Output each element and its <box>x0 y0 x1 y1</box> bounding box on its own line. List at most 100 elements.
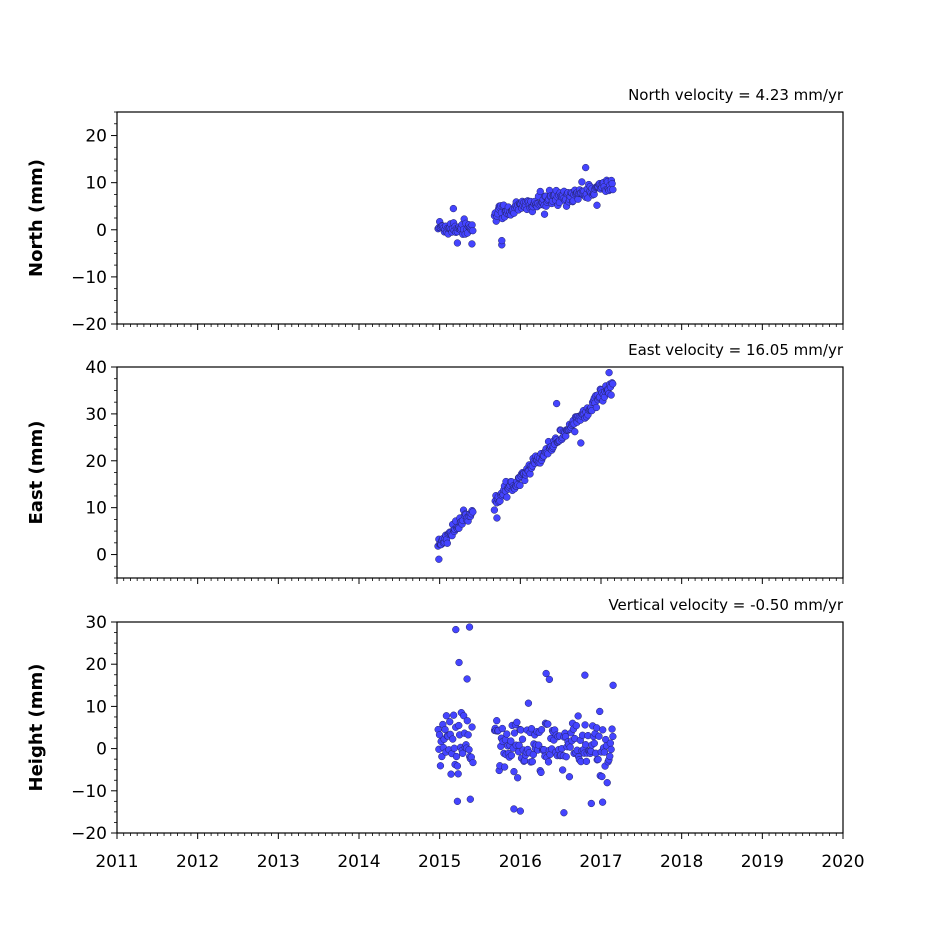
data-point <box>599 726 607 734</box>
data-point <box>469 227 477 235</box>
data-point <box>503 730 511 738</box>
data-point <box>466 795 474 803</box>
data-point <box>593 201 601 209</box>
y-tick-label: 20 <box>85 452 107 472</box>
data-point <box>452 752 461 761</box>
data-point <box>490 506 499 514</box>
data-point <box>465 746 473 754</box>
data-point <box>493 717 501 725</box>
data-point <box>463 675 471 683</box>
y-axis-label: North (mm) <box>26 159 47 277</box>
x-tick-label: 2013 <box>257 852 300 872</box>
x-tick-label: 2016 <box>499 852 542 872</box>
y-axis-label: East (mm) <box>26 421 47 525</box>
x-tick-label: 2011 <box>95 852 138 872</box>
y-axis-label: Height (mm) <box>26 664 47 792</box>
data-point <box>517 726 525 734</box>
data-point <box>578 178 586 186</box>
data-point <box>608 180 616 188</box>
data-point <box>571 428 579 436</box>
data-point <box>544 758 553 766</box>
x-tick-label: 2015 <box>418 852 461 872</box>
data-point <box>552 399 561 408</box>
data-point <box>513 774 522 782</box>
data-point <box>455 721 463 730</box>
data-point <box>436 762 445 770</box>
data-point <box>598 772 606 781</box>
data-point <box>518 735 527 743</box>
data-points <box>434 368 617 563</box>
data-point <box>450 744 458 752</box>
data-point <box>493 514 501 522</box>
y-tick-label: 0 <box>96 740 107 760</box>
data-point <box>453 762 462 770</box>
panel-1: −20 −10 0 10 20 North velocity = 4.23 mm/yr No… <box>26 86 844 335</box>
data-point <box>600 748 609 756</box>
data-point <box>510 805 518 813</box>
data-point <box>581 721 589 729</box>
data-point <box>446 718 454 726</box>
data-point <box>468 240 476 248</box>
data-point <box>507 737 515 745</box>
x-tick-label: 2012 <box>176 852 219 872</box>
data-point <box>587 799 595 808</box>
axes-frame <box>116 366 844 579</box>
data-point <box>516 807 524 815</box>
data-point <box>609 681 617 689</box>
data-point <box>464 731 472 739</box>
data-point <box>449 735 457 743</box>
data-point <box>592 403 601 412</box>
data-point <box>608 725 616 733</box>
data-point <box>581 671 589 679</box>
data-point <box>460 712 468 720</box>
x-tick-label: 2020 <box>821 852 864 872</box>
data-point <box>545 675 554 684</box>
data-point <box>572 722 580 730</box>
data-point <box>594 755 602 764</box>
data-point <box>449 204 458 213</box>
data-point <box>469 758 477 767</box>
data-point <box>510 729 519 737</box>
data-point <box>566 743 574 751</box>
data-point <box>603 779 611 787</box>
y-tick-label: 20 <box>85 127 107 147</box>
y-tick-label: 10 <box>85 174 107 194</box>
data-point <box>524 699 533 707</box>
panel-3: 2011 2012 2013 2014 2015 2016 2017 2018 2019 2020… <box>26 596 865 872</box>
data-point <box>540 210 549 218</box>
data-point <box>500 763 509 771</box>
y-tick-label: −20 <box>71 824 107 844</box>
y-tick-label: −20 <box>71 315 107 335</box>
data-point <box>498 724 506 733</box>
panel-title: North velocity = 4.23 mm/yr <box>628 86 844 104</box>
data-point <box>607 745 615 754</box>
data-point <box>582 163 590 172</box>
axes-frame <box>116 621 844 834</box>
data-point <box>537 726 546 734</box>
data-point <box>606 739 615 747</box>
panel-2: 0 10 20 30 40 East velocity = 16.05 mm/yr East… <box>26 341 844 584</box>
y-tick-label: 10 <box>85 499 107 519</box>
data-point <box>528 757 536 766</box>
data-point <box>559 766 567 774</box>
data-point <box>447 770 455 778</box>
x-tick-label: 2019 <box>741 852 784 872</box>
x-tick-label: 2014 <box>337 852 380 872</box>
data-point <box>442 712 451 720</box>
axes-frame <box>116 111 844 325</box>
data-point <box>560 809 568 817</box>
data-point <box>590 739 598 747</box>
data-point <box>609 185 617 194</box>
data-point <box>510 767 518 776</box>
data-point <box>455 658 463 667</box>
data-point <box>450 711 458 719</box>
y-tick-label: −10 <box>71 782 107 802</box>
data-point <box>498 236 506 245</box>
data-point <box>454 770 462 778</box>
data-point <box>453 239 462 247</box>
data-point <box>609 732 617 741</box>
data-point <box>537 768 545 777</box>
x-tick-label: 2018 <box>660 852 703 872</box>
panel-title: Vertical velocity = -0.50 mm/yr <box>608 596 843 614</box>
data-point <box>598 798 607 806</box>
